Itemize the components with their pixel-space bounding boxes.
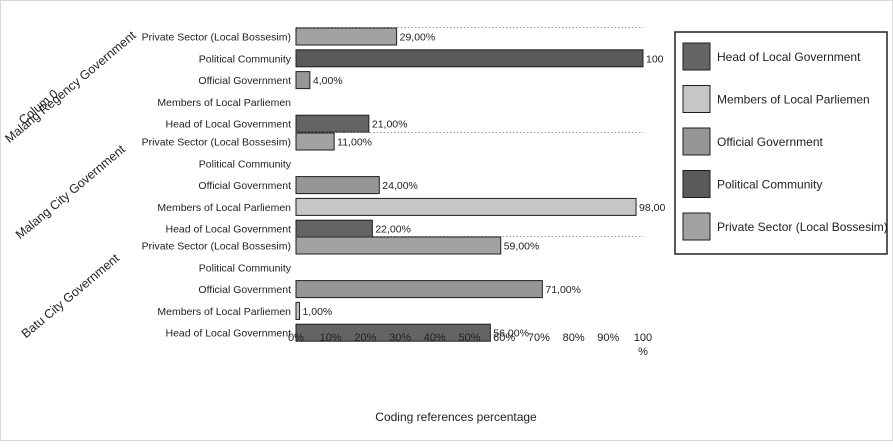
bar <box>295 197 637 216</box>
x-tick-label: 90% <box>597 332 619 344</box>
bar <box>295 114 370 133</box>
data-label: 100 <box>646 53 664 65</box>
legend-swatch <box>682 42 711 71</box>
legend-label: Head of Local Government <box>717 50 861 64</box>
category-label: Political Community <box>199 158 292 170</box>
x-tick-label: 0% <box>288 332 304 344</box>
data-label: 1,00% <box>302 306 332 318</box>
legend-swatch <box>682 170 711 198</box>
x-axis: 0% 10% 20% 30% 40% 50% 60% 70% 80% 90% 100% <box>288 332 652 358</box>
legend-label: Political Community <box>717 178 822 192</box>
category-label: Private Sector (Local Bossesim) <box>142 137 291 149</box>
category-label: Official Government <box>198 284 291 296</box>
x-tick-label: 60% <box>493 332 515 344</box>
data-label: 21,00% <box>372 119 408 131</box>
x-tick-label: 30% <box>389 332 411 344</box>
x-tick-label: 20% <box>354 332 376 344</box>
category-label: Head of Local Government <box>166 328 292 340</box>
bar <box>295 280 543 299</box>
bar <box>295 219 373 238</box>
x-tick-label: 80% <box>563 332 585 344</box>
x-tick-label: 100 <box>634 332 652 344</box>
bar <box>295 323 491 342</box>
data-label: 22,00% <box>375 224 411 236</box>
category-label: Official Government <box>198 180 291 192</box>
category-label: Official Government <box>198 75 291 87</box>
bar <box>295 132 335 151</box>
group-label: Batu City Government <box>19 251 123 341</box>
data-label: 24,00% <box>382 180 418 192</box>
data-label: 29,00% <box>400 32 436 44</box>
legend-swatch <box>682 212 711 241</box>
category-label: Head of Local Government <box>166 119 292 131</box>
legend-swatch <box>682 85 711 113</box>
legend: Head of Local Government Members of Local… <box>674 31 888 255</box>
bar <box>295 236 502 255</box>
x-tick-label: 50% <box>458 332 480 344</box>
legend-label: Private Sector (Local Bossesim) <box>717 220 888 234</box>
data-label: 98,00 <box>639 202 665 214</box>
category-label: Political Community <box>199 262 292 274</box>
category-label: Private Sector (Local Bossesim) <box>142 32 291 44</box>
bar <box>295 49 644 68</box>
x-axis-title: Coding references percentage <box>375 410 537 424</box>
category-label: Members of Local Parliemen <box>157 202 291 214</box>
legend-label: Official Government <box>717 135 823 149</box>
category-label: Political Community <box>199 53 292 65</box>
legend-label: Members of Local Parliemen <box>717 93 870 107</box>
bar <box>295 301 300 320</box>
bars-layer: Private Sector (Local Bossesim) 29,00% Pol… <box>142 27 665 342</box>
bar <box>295 176 380 195</box>
group-label: Malang Regency Government <box>2 28 139 146</box>
data-label: 11,00% <box>337 137 372 149</box>
x-tick-label: 40% <box>424 332 446 344</box>
data-label: 4,00% <box>313 75 343 87</box>
category-label: Head of Local Government <box>166 224 292 236</box>
x-tick-label: 70% <box>528 332 550 344</box>
category-label: Private Sector (Local Bossesim) <box>142 241 291 253</box>
bar <box>295 27 398 46</box>
data-label: 59,00% <box>504 241 540 253</box>
group-label: Malang City Government <box>13 142 128 242</box>
x-axis-unit: % <box>638 346 648 358</box>
data-label: 56,00% <box>493 328 529 340</box>
data-label: 71,00% <box>545 284 581 296</box>
bar <box>295 71 311 90</box>
legend-swatch <box>682 127 711 156</box>
category-label: Members of Local Parliemen <box>157 97 291 109</box>
category-label: Members of Local Parliemen <box>157 306 291 318</box>
x-tick-label: 10% <box>320 332 342 344</box>
